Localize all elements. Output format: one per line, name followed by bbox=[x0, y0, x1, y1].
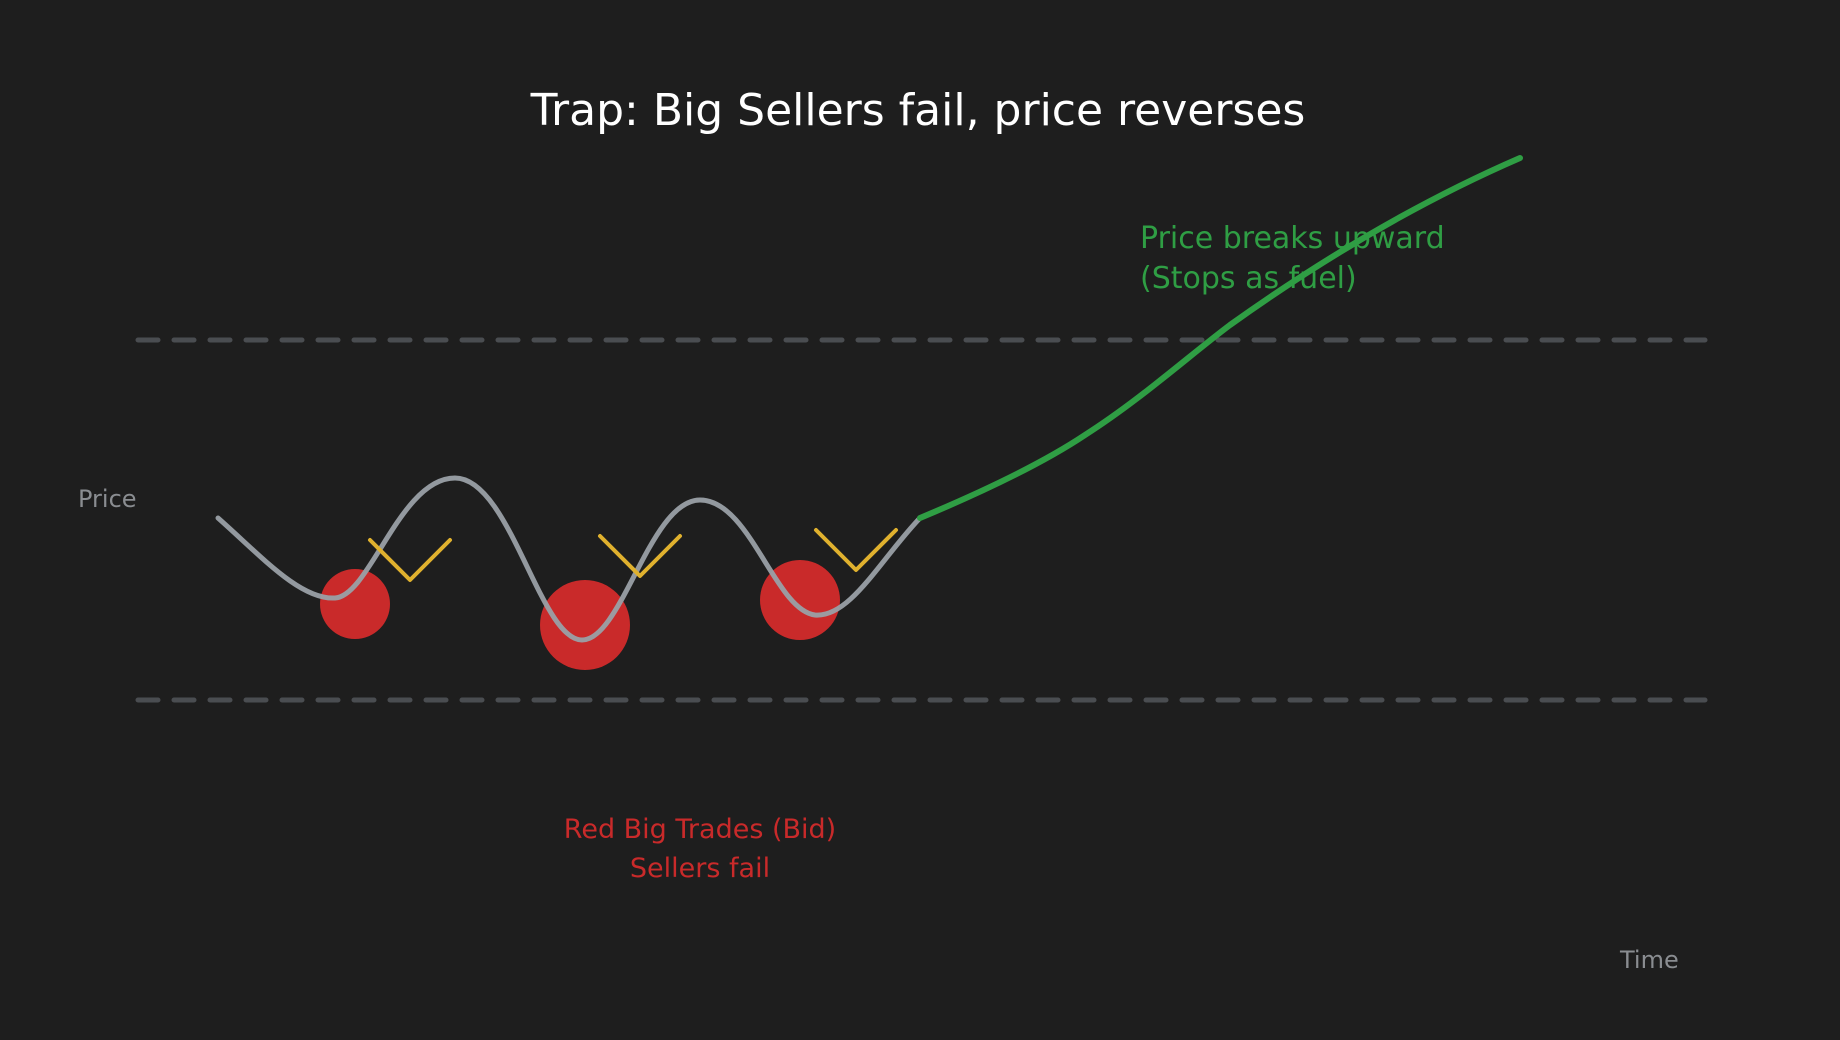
sellers-note-line-1: Red Big Trades (Bid) bbox=[564, 814, 836, 845]
big-trade-bubble-3 bbox=[760, 560, 840, 640]
sellers-note-line-2: Sellers fail bbox=[630, 853, 770, 884]
rejection-mark-3 bbox=[814, 528, 898, 572]
ranging-price-path bbox=[215, 475, 923, 643]
breakout-note-line-2: (Stops as fuel) bbox=[1140, 261, 1357, 296]
rejection-mark-1 bbox=[368, 538, 452, 582]
breakout-note-line-1: Price breaks upward bbox=[1140, 221, 1445, 256]
big-trade-bubble-2 bbox=[540, 580, 630, 670]
breakout-price-path bbox=[917, 155, 1523, 521]
time-axis-label: Time bbox=[1619, 946, 1679, 974]
price-axis-label: Price bbox=[78, 485, 137, 513]
diagram-title: Trap: Big Sellers fail, price reverses bbox=[530, 85, 1306, 136]
big-trade-bubble-1 bbox=[320, 569, 390, 639]
rejection-mark-2 bbox=[598, 534, 682, 578]
